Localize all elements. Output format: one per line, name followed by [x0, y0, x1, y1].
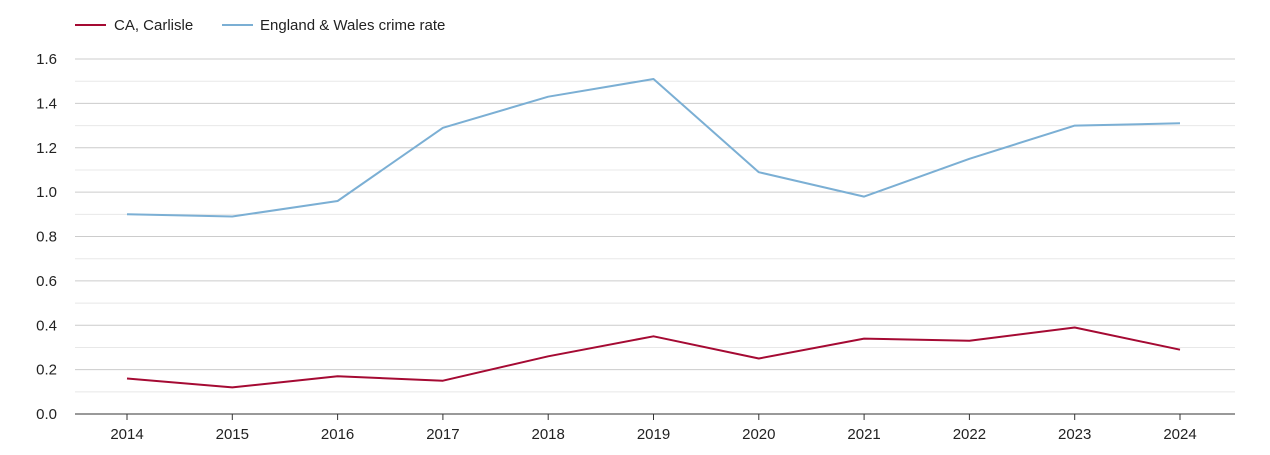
data-point-england-wales[interactable] [124, 211, 130, 217]
data-point-carlisle[interactable] [124, 376, 130, 382]
y-tick-label: 0.4 [36, 317, 57, 334]
legend-label-carlisle: CA, Carlisle [114, 17, 193, 34]
data-point-carlisle[interactable] [651, 333, 657, 339]
data-point-england-wales[interactable] [335, 198, 341, 204]
series-line-carlisle[interactable] [126, 326, 1181, 389]
legend-item-carlisle[interactable]: CA, Carlisle [75, 17, 193, 34]
data-point-carlisle[interactable] [966, 338, 972, 344]
data-point-carlisle[interactable] [335, 373, 341, 379]
series-line-england-wales[interactable] [126, 78, 1181, 218]
data-point-carlisle[interactable] [440, 378, 446, 384]
x-tick-label: 2018 [532, 426, 565, 443]
x-tick-label: 2023 [1058, 426, 1091, 443]
data-point-carlisle[interactable] [756, 356, 762, 362]
y-tick-label: 1.6 [36, 51, 57, 68]
x-tick-label: 2014 [110, 426, 143, 443]
x-tick-label: 2020 [742, 426, 775, 443]
y-tick-label: 0.6 [36, 273, 57, 290]
data-point-england-wales[interactable] [756, 169, 762, 175]
y-tick-label: 1.0 [36, 184, 57, 201]
legend: CA, Carlisle England & Wales crime rate [75, 17, 445, 34]
y-tick-label: 1.4 [36, 95, 57, 112]
data-point-england-wales[interactable] [440, 125, 446, 131]
x-tick-label: 2024 [1163, 426, 1196, 443]
gridlines [75, 58, 1235, 393]
y-tick-label: 0.2 [36, 362, 57, 379]
data-point-carlisle[interactable] [1072, 324, 1078, 330]
data-point-england-wales[interactable] [1177, 120, 1183, 126]
data-point-carlisle[interactable] [545, 353, 551, 359]
x-tick-label: 2022 [953, 426, 986, 443]
data-point-england-wales[interactable] [1072, 123, 1078, 129]
y-tick-label: 0.8 [36, 229, 57, 246]
data-point-carlisle[interactable] [229, 384, 235, 390]
y-tick-label: 1.2 [36, 140, 57, 157]
y-axis: 0.0 0.2 0.4 0.6 0.8 1.0 1.2 1.4 1.6 [36, 51, 57, 423]
x-tick-label: 2021 [847, 426, 880, 443]
legend-label-england-wales: England & Wales crime rate [260, 17, 445, 34]
x-tick-label: 2016 [321, 426, 354, 443]
x-tick-label: 2017 [426, 426, 459, 443]
data-point-england-wales[interactable] [861, 194, 867, 200]
y-tick-label: 0.0 [36, 406, 57, 423]
legend-item-england-wales[interactable]: England & Wales crime rate [222, 17, 445, 34]
x-axis: 2014 2015 2016 2017 2018 2019 2020 2021 2022 2023… [75, 413, 1235, 443]
data-point-england-wales[interactable] [966, 156, 972, 162]
x-tick-label: 2015 [216, 426, 249, 443]
data-point-england-wales[interactable] [651, 76, 657, 82]
data-point-england-wales[interactable] [545, 94, 551, 100]
x-tick-label: 2019 [637, 426, 670, 443]
data-point-carlisle[interactable] [861, 336, 867, 342]
data-point-carlisle[interactable] [1177, 347, 1183, 353]
series-lines [124, 76, 1183, 390]
data-point-england-wales[interactable] [229, 214, 235, 220]
